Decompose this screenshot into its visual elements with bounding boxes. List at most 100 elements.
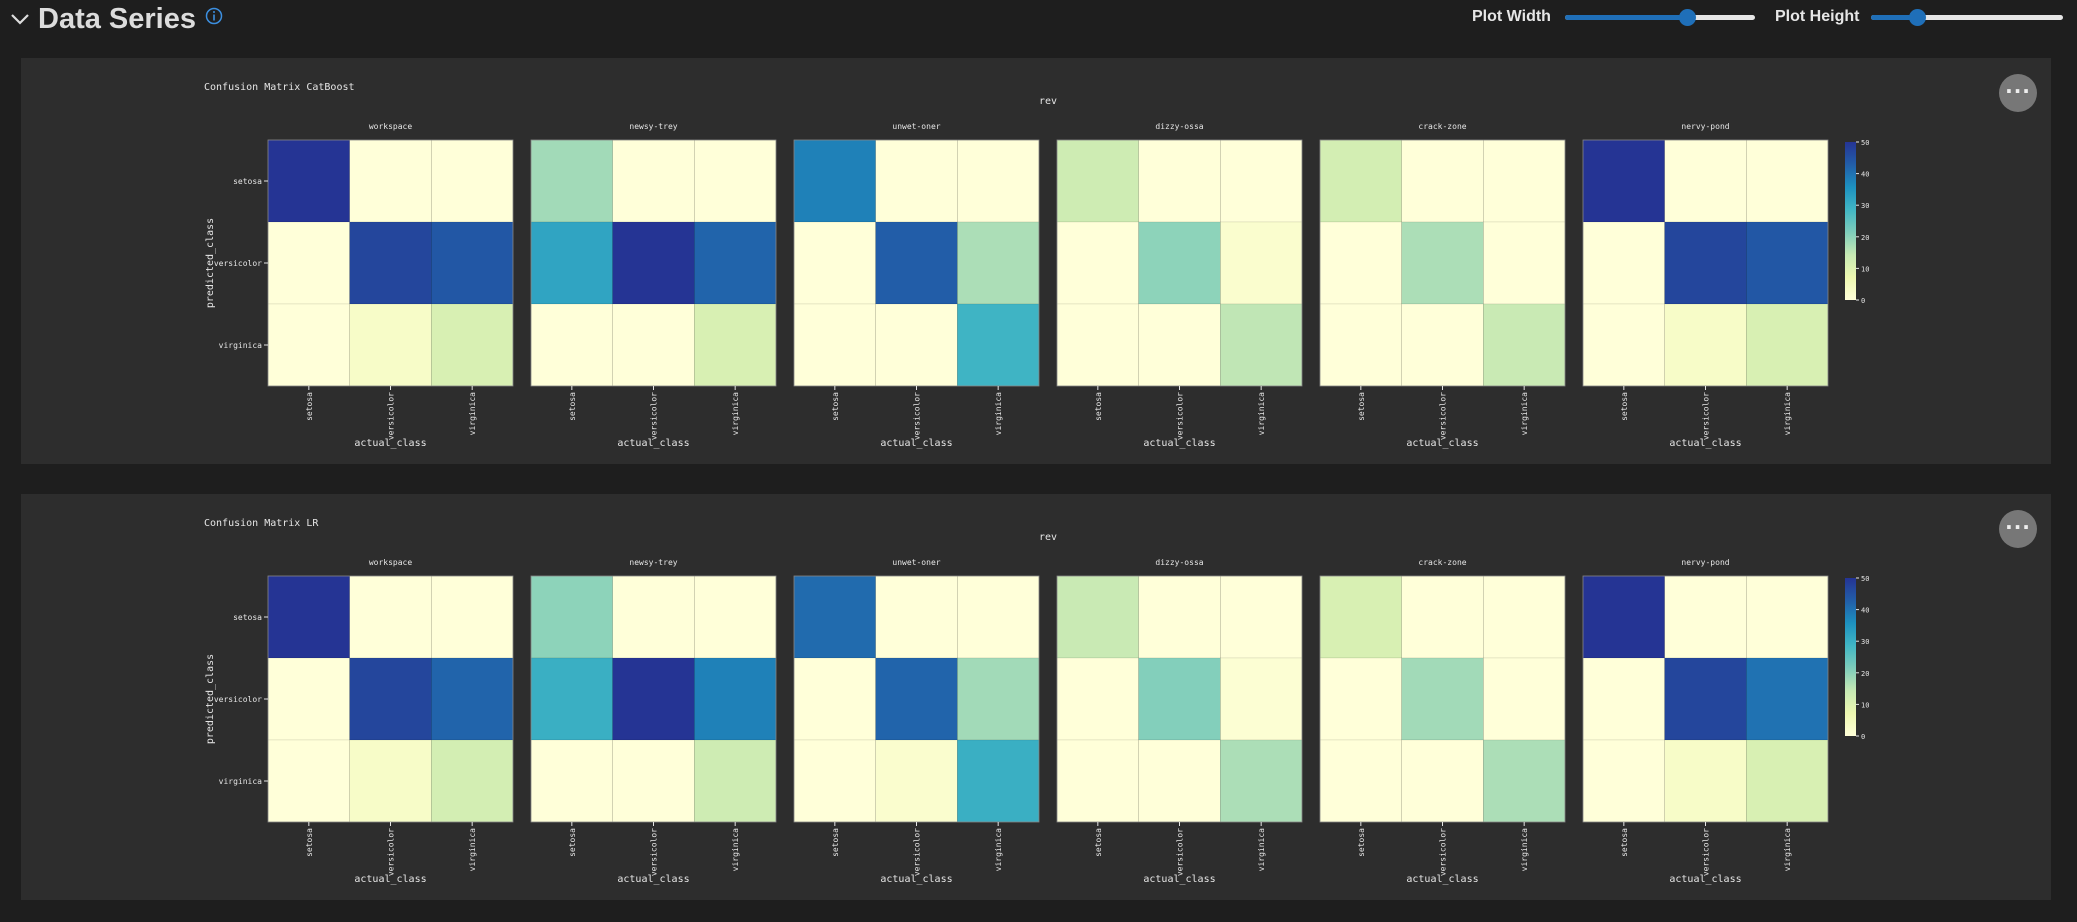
- heatmap-cell: [1319, 303, 1402, 387]
- x-tick-label: virginica: [468, 828, 477, 872]
- x-tick-label: setosa: [831, 392, 840, 421]
- colorbar-tick-label: 20: [1861, 670, 1869, 678]
- heatmap-cell: [530, 221, 613, 305]
- y-axis-label: predicted_class: [205, 218, 216, 308]
- facet-title: dizzy-ossa: [1155, 558, 1203, 567]
- heatmap-cell: [1138, 657, 1221, 741]
- heatmap-cell: [431, 575, 514, 659]
- heatmap-cell: [530, 657, 613, 741]
- chevron-down-icon[interactable]: [10, 9, 30, 29]
- plot-width-slider[interactable]: [1565, 9, 1755, 26]
- x-tick-label: virginica: [994, 828, 1003, 872]
- heatmap-cell: [1138, 303, 1221, 387]
- x-tick-label: setosa: [1620, 392, 1629, 421]
- heatmap-cell: [1746, 139, 1829, 223]
- x-tick-label: setosa: [831, 828, 840, 857]
- heatmap-cell: [530, 739, 613, 823]
- heatmap-cell: [1582, 303, 1665, 387]
- x-tick-label: versicolor: [1176, 392, 1185, 440]
- heatmap-cell: [1401, 575, 1484, 659]
- heatmap-cell: [267, 303, 350, 387]
- x-axis-label: actual_class: [354, 874, 426, 885]
- plot-menu-button[interactable]: ···: [1999, 74, 2037, 112]
- heatmap-cell: [875, 739, 958, 823]
- y-tick-label: versicolor: [214, 695, 262, 704]
- heatmap-cell: [1582, 575, 1665, 659]
- heatmap-cell: [1401, 657, 1484, 741]
- heatmap-cell: [1483, 303, 1566, 387]
- facet-title: newsy-trey: [629, 558, 677, 567]
- x-axis-label: actual_class: [1406, 438, 1478, 449]
- plot-height-slider-thumb[interactable]: [1909, 9, 1927, 26]
- x-tick-label: setosa: [568, 392, 577, 421]
- heatmap-cell: [1220, 303, 1303, 387]
- x-axis-label: actual_class: [1669, 874, 1741, 885]
- heatmap-cell: [1582, 657, 1665, 741]
- y-tick-label: setosa: [233, 177, 262, 186]
- heatmap-cell: [1746, 303, 1829, 387]
- plot-width-slider-thumb[interactable]: [1678, 9, 1696, 26]
- x-tick-label: virginica: [731, 392, 740, 436]
- heatmap-cell: [1664, 575, 1747, 659]
- heatmap-cell: [694, 303, 777, 387]
- colorbar-tick-label: 50: [1861, 139, 1869, 147]
- colorbar-tick-label: 20: [1861, 234, 1869, 242]
- heatmap-cell: [612, 575, 695, 659]
- heatmap-cell: [431, 303, 514, 387]
- heatmap-cell: [267, 739, 350, 823]
- heatmap-cell: [1138, 139, 1221, 223]
- heatmap-cell: [694, 657, 777, 741]
- colorbar-tick-label: 30: [1861, 202, 1869, 210]
- plot-height-label: Plot Height: [1775, 8, 1860, 25]
- heatmap-cell: [694, 139, 777, 223]
- heatmap-cell: [1319, 221, 1402, 305]
- x-tick-label: versicolor: [1702, 828, 1711, 876]
- heatmap-cell: [1401, 303, 1484, 387]
- heatmap-cell: [267, 657, 350, 741]
- heatmap-cell: [349, 221, 432, 305]
- chart-title: Confusion Matrix CatBoost: [204, 82, 355, 93]
- heatmap-cell: [957, 221, 1040, 305]
- heatmap-cell: [530, 303, 613, 387]
- section-header: Data Series Plot Width Plot Height: [0, 0, 2077, 40]
- facet-title: dizzy-ossa: [1155, 122, 1203, 131]
- x-tick-label: versicolor: [1439, 828, 1448, 876]
- heatmap-cell: [793, 657, 876, 741]
- facet-title: nervy-pond: [1681, 558, 1729, 567]
- x-axis-label: actual_class: [1669, 438, 1741, 449]
- facet-title: unwet-oner: [892, 558, 940, 567]
- heatmap-cell: [1582, 739, 1665, 823]
- x-axis-label: actual_class: [880, 438, 952, 449]
- heatmap-cell: [793, 739, 876, 823]
- heatmap-cell: [875, 139, 958, 223]
- x-tick-label: setosa: [1357, 828, 1366, 857]
- plot-width-label: Plot Width: [1472, 8, 1551, 25]
- x-tick-label: versicolor: [650, 392, 659, 440]
- x-tick-label: versicolor: [913, 828, 922, 876]
- heatmap-cell: [1138, 575, 1221, 659]
- heatmap-cell: [1664, 303, 1747, 387]
- heatmap-cell: [1056, 221, 1139, 305]
- heatmap-cell: [530, 575, 613, 659]
- plot-menu-button[interactable]: ···: [1999, 510, 2037, 548]
- x-axis-label: actual_class: [880, 874, 952, 885]
- colorbar-tick-label: 10: [1861, 701, 1869, 709]
- heatmap-cell: [1319, 139, 1402, 223]
- plot-height-slider[interactable]: [1871, 9, 2063, 26]
- heatmap-cell: [957, 575, 1040, 659]
- x-tick-label: virginica: [468, 392, 477, 436]
- heatmap-cell: [267, 139, 350, 223]
- facet-label: rev: [1039, 96, 1057, 107]
- heatmap-cell: [1483, 739, 1566, 823]
- x-tick-label: virginica: [1257, 392, 1266, 436]
- x-tick-label: setosa: [305, 828, 314, 857]
- heatmap-cell: [431, 657, 514, 741]
- x-tick-label: virginica: [1783, 392, 1792, 436]
- heatmap-cell: [875, 303, 958, 387]
- heatmap-cell: [1483, 575, 1566, 659]
- heatmap-cell: [1746, 575, 1829, 659]
- x-tick-label: setosa: [1357, 392, 1366, 421]
- heatmap-cell: [612, 221, 695, 305]
- info-icon[interactable]: [205, 7, 223, 25]
- heatmap-cell: [1319, 739, 1402, 823]
